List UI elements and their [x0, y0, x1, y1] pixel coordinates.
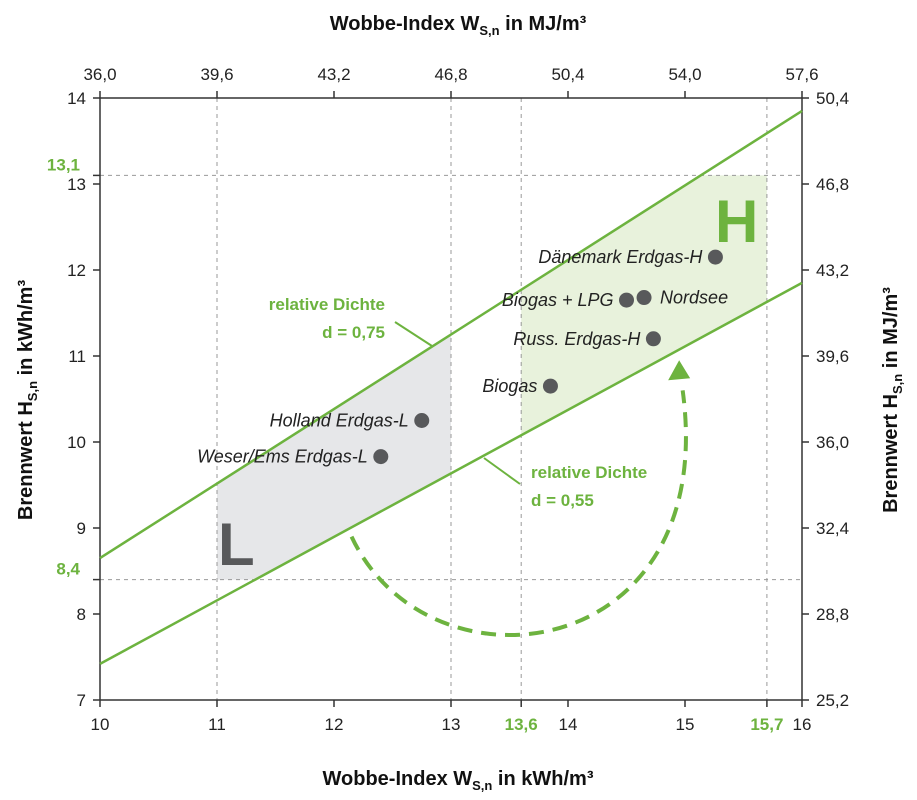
left-axis-title: Brennwert HS,n in kWh/m³: [15, 280, 40, 521]
density-line: [99, 109, 803, 560]
y-tick-label: 9: [77, 519, 86, 538]
y-tick-label: 7: [77, 691, 86, 710]
y-tick-label: 8: [77, 605, 86, 624]
data-point-label: Nordsee: [660, 288, 728, 308]
x-top-tick-label: 39,6: [200, 65, 233, 84]
data-point: [707, 249, 723, 265]
data-point-label: Dänemark Erdgas-H: [538, 247, 703, 267]
zone-l-region: [217, 334, 451, 580]
data-point: [619, 292, 634, 308]
x-top-tick-label: 43,2: [317, 65, 350, 84]
x-tick-label: 10: [91, 715, 110, 734]
data-point-label: Russ. Erdgas-H: [513, 329, 641, 349]
conversion-arrow: [349, 390, 688, 637]
data-point: [414, 413, 430, 428]
y-right-tick-label: 28,8: [816, 605, 849, 624]
data-point-label: Biogas + LPG: [502, 290, 614, 310]
data-point-label: Holland Erdgas-L: [270, 411, 409, 431]
y-highlight-label: 8,4: [56, 560, 80, 579]
y-right-tick-label: 25,2: [816, 691, 849, 710]
zone-h-region: [521, 175, 767, 436]
y-right-tick-label: 39,6: [816, 347, 849, 366]
x-tick-label: 16: [793, 715, 812, 734]
data-point: [542, 378, 558, 394]
y-tick-label: 12: [67, 261, 86, 280]
top-axis-title: Wobbe-Index WS,n in MJ/m³: [330, 13, 587, 38]
bottom-axis-title: Wobbe-Index WS,n in kWh/m³: [323, 768, 594, 793]
y-right-tick-label: 32,4: [816, 519, 849, 538]
data-points: Dänemark Erdgas-H Biogas + LPG Nordsee Russ…: [197, 247, 728, 467]
x-tick-label: 12: [325, 715, 344, 734]
y-tick-label: 11: [68, 347, 86, 366]
density-lines: [99, 109, 803, 665]
arrow-head-icon: [668, 360, 691, 381]
y-tick-label: 13: [67, 175, 86, 194]
y-tick-label: 10: [67, 433, 86, 452]
density-055-leader: [483, 457, 521, 485]
grid-lines: [100, 98, 802, 700]
y-right-tick-label: 43,2: [816, 261, 849, 280]
x-highlight-label: 13,6: [505, 715, 538, 734]
x-tick-label: 13: [442, 715, 461, 734]
density-055-label: relative Dichte: [531, 463, 647, 482]
x-top-tick-label: 57,6: [785, 65, 818, 84]
x-top-tick-label: 54,0: [668, 65, 701, 84]
x-highlight-label: 15,7: [750, 715, 783, 734]
density-075-value: d = 0,75: [322, 323, 385, 342]
x-tick-label: 15: [676, 715, 695, 734]
data-point: [373, 449, 389, 465]
data-point: [636, 290, 652, 306]
density-line: [99, 281, 803, 665]
density-075-leader: [394, 321, 433, 347]
right-axis-title: Brennwert HS,n in MJ/m³: [880, 287, 905, 513]
y-right-tick-label: 46,8: [816, 175, 849, 194]
axes: 10 36,0 11 39,6 12 43,2 13 46,8 14 50,4 15 54,0 16 57…: [47, 65, 849, 734]
x-top-tick-label: 50,4: [551, 65, 584, 84]
data-point-label: Biogas: [482, 376, 537, 396]
y-tick-label: 14: [67, 89, 86, 108]
data-point-label: Weser/Ems Erdgas-L: [197, 447, 368, 467]
density-075-label: relative Dichte: [269, 295, 385, 314]
x-tick-label: 14: [559, 715, 578, 734]
y-highlight-label: 13,1: [47, 155, 80, 174]
x-top-tick-label: 36,0: [83, 65, 116, 84]
y-right-tick-label: 50,4: [816, 89, 849, 108]
zone-l-letter: L: [218, 511, 255, 578]
x-tick-label: 11: [208, 715, 226, 734]
zone-h-letter: H: [715, 188, 758, 255]
x-top-tick-label: 46,8: [434, 65, 467, 84]
density-055-value: d = 0,55: [531, 491, 594, 510]
data-point: [645, 331, 661, 347]
y-right-tick-label: 36,0: [816, 433, 849, 452]
